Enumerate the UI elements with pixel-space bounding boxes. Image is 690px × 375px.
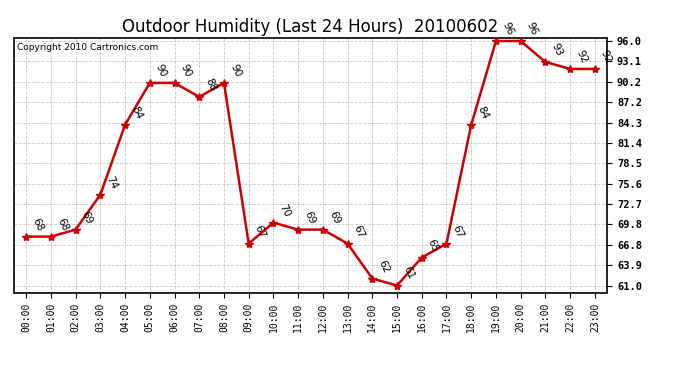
Text: 74: 74 [104, 174, 119, 190]
Text: 70: 70 [277, 202, 292, 219]
Text: 88: 88 [204, 76, 218, 93]
Text: 69: 69 [327, 209, 342, 225]
Text: 65: 65 [426, 237, 441, 254]
Text: 67: 67 [451, 223, 465, 239]
Text: 90: 90 [154, 63, 168, 79]
Text: 67: 67 [253, 223, 268, 239]
Text: 92: 92 [574, 48, 589, 65]
Text: 62: 62 [377, 258, 391, 274]
Text: 69: 69 [80, 209, 95, 225]
Text: 84: 84 [475, 104, 490, 121]
Text: 68: 68 [30, 216, 45, 232]
Text: 90: 90 [228, 63, 243, 79]
Text: 84: 84 [129, 104, 144, 121]
Text: 96: 96 [525, 21, 540, 37]
Text: 93: 93 [549, 42, 564, 58]
Text: 68: 68 [55, 216, 70, 232]
Text: 96: 96 [500, 21, 515, 37]
Text: 90: 90 [179, 63, 193, 79]
Text: Copyright 2010 Cartronics.com: Copyright 2010 Cartronics.com [17, 43, 158, 52]
Text: 67: 67 [352, 223, 366, 239]
Title: Outdoor Humidity (Last 24 Hours)  20100602: Outdoor Humidity (Last 24 Hours) 2010060… [122, 18, 499, 36]
Text: 69: 69 [302, 209, 317, 225]
Text: 61: 61 [401, 265, 416, 281]
Text: 92: 92 [599, 48, 613, 65]
